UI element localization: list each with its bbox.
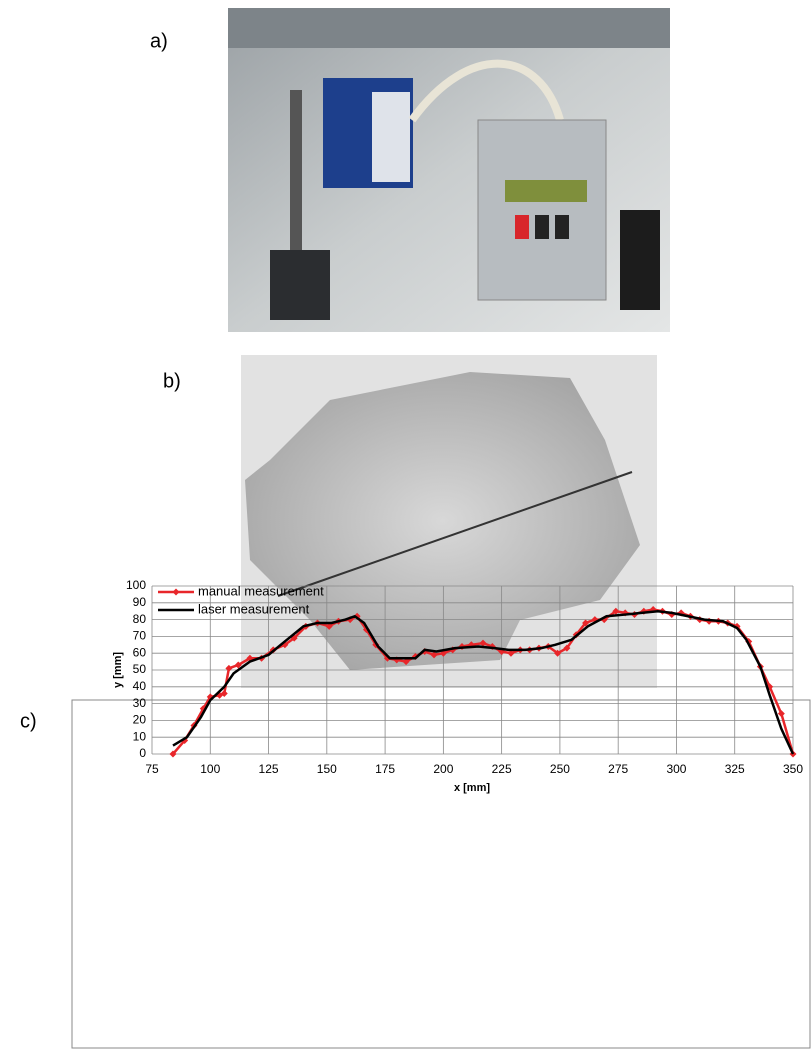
x-tick-label: 275 (608, 762, 628, 776)
y-tick-label: 60 (133, 645, 147, 659)
panel-label: b) (163, 370, 181, 392)
y-tick-label: 10 (133, 729, 147, 743)
y-tick-label: 30 (133, 696, 147, 710)
chart-frame (72, 700, 810, 1048)
x-tick-label: 300 (666, 762, 686, 776)
y-tick-label: 100 (126, 578, 146, 592)
x-axis-title: x [mm] (454, 782, 490, 794)
y-tick-label: 40 (133, 679, 147, 693)
legend-marker (173, 589, 180, 596)
y-axis-title: y [mm] (112, 652, 124, 688)
y-tick-label: 80 (133, 612, 147, 626)
x-tick-label: 225 (492, 762, 512, 776)
x-tick-label: 175 (375, 762, 395, 776)
data-point (225, 665, 232, 672)
x-tick-label: 125 (259, 762, 279, 776)
panel-label: c) (20, 710, 37, 732)
y-tick-label: 70 (133, 629, 147, 643)
legend-label: manual measurement (198, 583, 324, 598)
x-tick-label: 325 (725, 762, 745, 776)
legend-label: laser measurement (198, 601, 310, 616)
photo-sensor (228, 8, 670, 332)
page: a) b) c) y [mm] x [mm] 0 10 20 30 40 50 60 70 80… (0, 0, 811, 1050)
y-tick-label: 0 (139, 746, 146, 760)
photo-rock (241, 355, 657, 688)
data-point (778, 710, 785, 717)
y-tick-label: 90 (133, 595, 147, 609)
y-tick-label: 50 (133, 662, 147, 676)
x-tick-label: 75 (145, 762, 159, 776)
x-tick-label: 350 (783, 762, 803, 776)
x-tick-label: 100 (200, 762, 220, 776)
x-tick-label: 200 (433, 762, 453, 776)
x-tick-label: 150 (317, 762, 337, 776)
x-tick-label: 250 (550, 762, 570, 776)
panel-label: a) (150, 30, 168, 52)
y-tick-label: 20 (133, 713, 147, 727)
figure: a) b) c) y [mm] x [mm] 0 10 20 30 40 50 60 70 80… (0, 0, 811, 1050)
